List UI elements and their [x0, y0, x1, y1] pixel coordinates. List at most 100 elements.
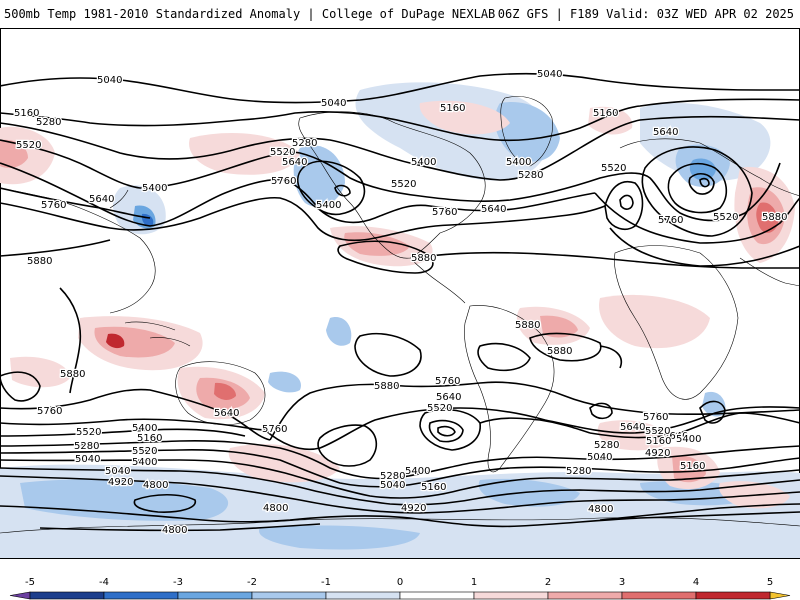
contour-line	[0, 115, 800, 181]
contour-label: 5880	[60, 369, 85, 380]
coastline-europe	[619, 138, 800, 197]
contour-line	[0, 428, 246, 437]
contour-line	[39, 523, 321, 532]
coastline-north-america	[298, 111, 486, 259]
contour-label: 5880	[547, 346, 572, 357]
contour-line	[0, 467, 800, 506]
contour-label: 5280	[566, 466, 591, 477]
model-run-info: 06Z GFS | F189 Valid: 03Z WED APR 02 202…	[497, 7, 794, 21]
contour-label: 5400	[132, 457, 157, 468]
contour-line	[428, 419, 464, 443]
anomaly-patch-warm	[597, 420, 672, 451]
contour-line	[59, 287, 82, 394]
contour-line	[619, 194, 634, 210]
contour-line	[269, 381, 800, 441]
colorbar-max-extension	[769, 591, 791, 600]
anomaly-patch-warm	[10, 356, 70, 388]
anomaly-patch-cold	[293, 145, 345, 207]
anomaly-patch-warm	[756, 202, 778, 233]
contour-line	[296, 160, 366, 216]
colorbar-tick-label: 2	[545, 577, 551, 588]
contour-label: 5520	[16, 140, 41, 151]
colorbar-tick-label: -2	[247, 577, 257, 588]
contour-label: 5400	[132, 423, 157, 434]
contour-line	[133, 493, 196, 513]
contour-label: 5640	[89, 194, 114, 205]
anomaly-patch-warm	[588, 106, 633, 135]
anomaly-patch-cold	[268, 371, 301, 393]
contour-line	[0, 72, 800, 104]
contour-line	[589, 412, 800, 439]
colorbar-tick-label: 0	[397, 577, 403, 588]
contour-label: 5160	[593, 108, 618, 119]
contour-line	[0, 371, 41, 402]
contour-line	[529, 332, 602, 362]
contour-label: 5280	[36, 117, 61, 128]
contour-line	[599, 345, 622, 369]
contour-line	[0, 98, 800, 142]
contour-label: 5160	[14, 108, 39, 119]
contour-line	[0, 505, 800, 528]
colorbar-tick-label: -1	[321, 577, 331, 588]
contour-line	[0, 388, 271, 441]
contour-line	[699, 400, 726, 424]
contour-label: 5640	[663, 431, 688, 442]
contour-label: 5760	[435, 376, 460, 387]
contour-labels: 5040 5040 5040 5160 5160 5160 5280 5520 …	[13, 68, 789, 538]
contour-label: 4920	[108, 477, 133, 488]
anomaly-patch-warm	[540, 315, 578, 338]
contour-label: 5280	[292, 138, 317, 149]
anomaly-patch-warm	[419, 100, 510, 135]
coastline-africa	[614, 245, 739, 400]
contour-line	[337, 240, 434, 274]
contour-label: 5760	[271, 176, 296, 187]
coastline-central-america	[409, 257, 466, 304]
contour-label: 5760	[658, 215, 683, 226]
contour-label: 5640	[282, 157, 307, 168]
contour-label: 5640	[653, 127, 678, 138]
colorbar-band	[251, 591, 327, 600]
colorbar-band	[177, 591, 253, 600]
colorbar-band	[547, 591, 623, 600]
coastlines	[0, 96, 800, 534]
contour-line	[0, 475, 800, 514]
contour-line	[641, 146, 753, 237]
contour-label: 5040	[321, 98, 346, 109]
contour-label: 5400	[411, 157, 436, 168]
contour-label: 4800	[143, 480, 168, 491]
contour-label: 5760	[643, 412, 668, 423]
contour-label: 5400	[316, 200, 341, 211]
contour-line	[477, 342, 531, 372]
contour-label: 5280	[594, 440, 619, 451]
contour-line	[419, 408, 481, 451]
contour-label: 5040	[380, 480, 405, 491]
contour-line	[334, 184, 351, 197]
contour-label: 4800	[263, 503, 288, 514]
contour-label: 4800	[588, 504, 613, 515]
coastline-asia-east	[739, 257, 800, 287]
contour-label: 5040	[75, 454, 100, 465]
map-title: 500mb Temp 1981-2010 Standardized Anomal…	[4, 7, 496, 21]
colorbar-tick-label: 4	[693, 577, 699, 588]
anomaly-patch-warm	[344, 232, 410, 256]
contour-line	[0, 196, 606, 242]
contour-label: 4920	[645, 448, 670, 459]
contour-line	[0, 459, 800, 499]
anomaly-patch-cold	[326, 317, 352, 346]
contour-line	[0, 239, 111, 257]
contour-label: 5160	[680, 461, 705, 472]
coastline-japan	[109, 189, 129, 209]
contour-label: 5880	[515, 320, 540, 331]
contour-label: 5520	[391, 179, 416, 190]
colorbar-ticks: -5 -4 -3 -2 -1 0 1 2 3 4 5	[25, 577, 773, 588]
contour-label: 5160	[646, 436, 671, 447]
anomaly-patch-warm	[214, 382, 236, 400]
contour-label: 5520	[713, 212, 738, 223]
contour-label: 5040	[97, 75, 122, 86]
contour-label: 5760	[41, 200, 66, 211]
colorbar-tick-label: 1	[471, 577, 477, 588]
contour-line	[437, 425, 456, 437]
contour-label: 5760	[37, 406, 62, 417]
contour-line	[0, 449, 800, 488]
contour-label: 5040	[105, 466, 130, 477]
